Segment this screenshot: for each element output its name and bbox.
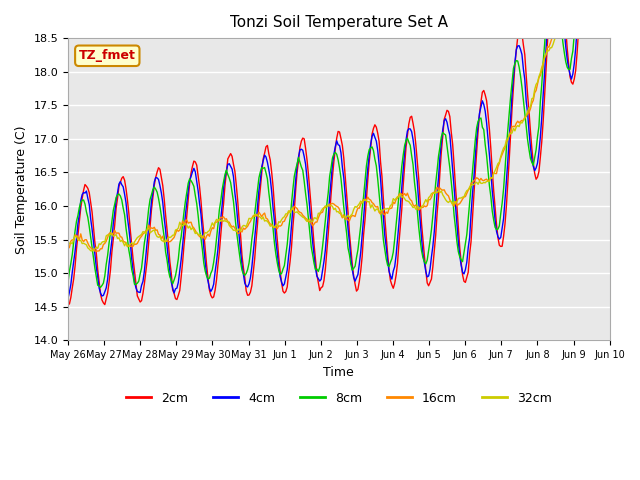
16cm	[452, 199, 460, 204]
Line: 2cm: 2cm	[68, 0, 610, 305]
16cm	[64, 246, 72, 252]
32cm	[101, 239, 109, 245]
2cm	[343, 190, 351, 195]
4cm	[450, 184, 458, 190]
Y-axis label: Soil Temperature (C): Soil Temperature (C)	[15, 125, 28, 253]
4cm	[64, 295, 72, 301]
8cm	[532, 147, 540, 153]
8cm	[101, 273, 109, 279]
4cm	[531, 168, 538, 173]
2cm	[531, 170, 538, 176]
32cm	[532, 82, 540, 87]
2cm	[450, 162, 458, 168]
32cm	[452, 200, 460, 206]
Text: TZ_fmet: TZ_fmet	[79, 49, 136, 62]
Line: 16cm: 16cm	[68, 0, 610, 252]
8cm	[83, 209, 90, 215]
Legend: 2cm, 4cm, 8cm, 16cm, 32cm: 2cm, 4cm, 8cm, 16cm, 32cm	[121, 387, 557, 410]
X-axis label: Time: Time	[323, 366, 354, 379]
Line: 4cm: 4cm	[68, 0, 610, 298]
Title: Tonzi Soil Temperature Set A: Tonzi Soil Temperature Set A	[230, 15, 448, 30]
32cm	[88, 248, 96, 254]
4cm	[100, 292, 108, 298]
8cm	[344, 245, 352, 251]
16cm	[83, 237, 90, 242]
2cm	[64, 302, 72, 308]
32cm	[83, 242, 90, 248]
32cm	[344, 212, 352, 218]
2cm	[83, 183, 90, 189]
8cm	[97, 285, 104, 290]
16cm	[101, 240, 109, 246]
16cm	[92, 249, 100, 254]
32cm	[64, 240, 72, 246]
4cm	[83, 188, 90, 194]
2cm	[100, 300, 108, 306]
16cm	[532, 88, 540, 94]
Line: 8cm: 8cm	[68, 0, 610, 288]
8cm	[64, 279, 72, 285]
16cm	[344, 217, 352, 223]
Line: 32cm: 32cm	[68, 0, 610, 251]
8cm	[452, 225, 460, 230]
4cm	[343, 210, 351, 216]
